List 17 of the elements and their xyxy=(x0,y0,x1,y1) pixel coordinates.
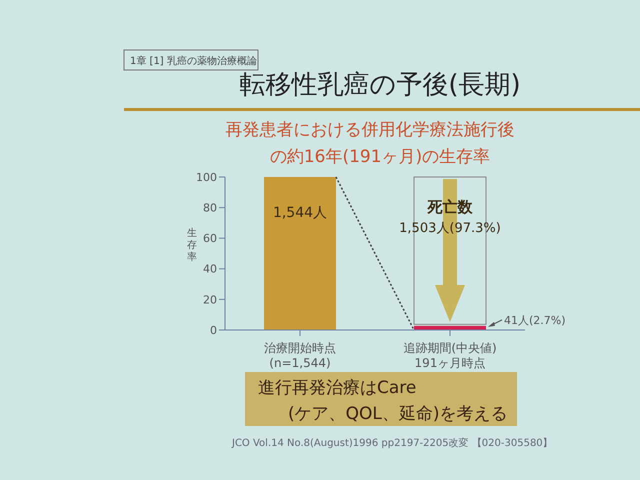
y-tick-label: 60 xyxy=(203,232,217,246)
text: 1章 [1] 乳癌の薬物治療概論 xyxy=(130,55,257,67)
text: (ケア、QOL、延命)を考える xyxy=(288,404,508,424)
x-tick-label: 追跡期間(中央値) 191ヶ月時点 xyxy=(403,341,497,370)
y-tick-label: 100 xyxy=(196,170,217,184)
chart-title: 転移性乳癌の予後(長期) xyxy=(239,70,521,100)
y-tick-label: 40 xyxy=(203,262,217,276)
text: JCO Vol.14 No.8(August)1996 pp2197-2205改変 【020-305580】 xyxy=(231,437,553,449)
annotation: 1,544人 xyxy=(272,205,328,221)
text: 進行再発治療はCare xyxy=(258,378,416,398)
data-label: 41人(2.7%) xyxy=(504,314,566,327)
y-tick-label: 0 xyxy=(210,324,217,337)
x-tick-label: 治療開始時点 (n=1,544) xyxy=(264,341,336,370)
chart-subtitle: 再発患者における併用化学療法施行後の約16年(191ヶ月)の生存率 xyxy=(226,120,514,167)
y-axis-title: 生存率 xyxy=(187,227,197,263)
y-tick-label: 20 xyxy=(203,293,217,306)
y-tick-label: 80 xyxy=(203,202,217,215)
